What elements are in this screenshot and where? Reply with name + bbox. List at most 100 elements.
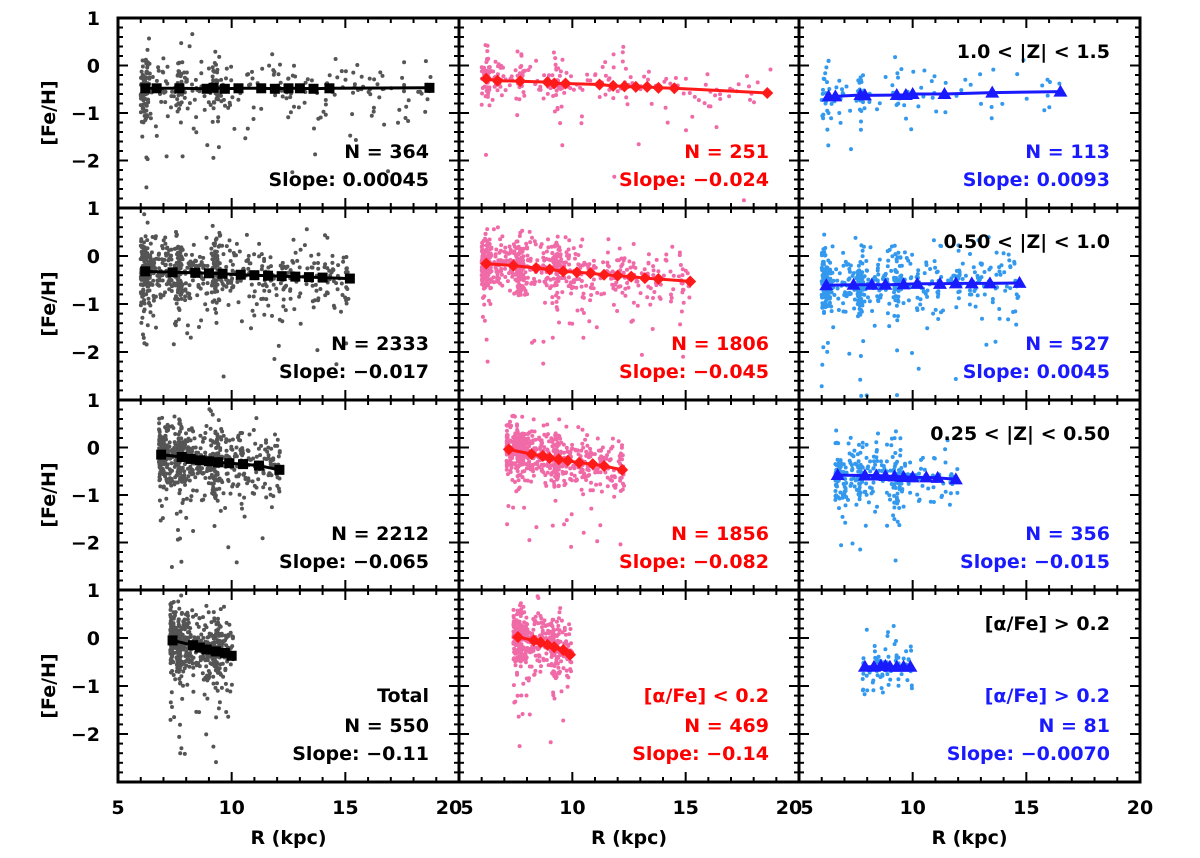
scatter-point xyxy=(328,273,333,278)
scatter-point xyxy=(915,272,920,276)
scatter-point xyxy=(544,249,549,254)
binned-marker xyxy=(896,469,911,482)
scatter-point xyxy=(598,458,603,463)
scatter-point xyxy=(154,78,159,83)
binned-marker xyxy=(638,272,651,285)
scatter-point xyxy=(377,95,382,100)
scatter-point xyxy=(871,480,876,485)
scatter-point xyxy=(145,289,150,293)
scatter-point xyxy=(214,445,219,450)
scatter-point xyxy=(212,478,217,483)
scatter-point xyxy=(227,238,232,243)
scatter-point xyxy=(850,273,855,278)
scatter-point xyxy=(547,73,551,78)
binned-marker xyxy=(570,266,583,279)
scatter-point xyxy=(901,504,906,509)
binned-marker xyxy=(557,265,570,278)
scatter-point xyxy=(221,491,226,496)
scatter-point xyxy=(234,445,239,450)
scatter-point xyxy=(184,70,189,75)
scatter-point xyxy=(210,119,215,124)
scatter-point xyxy=(673,76,678,80)
scatter-point xyxy=(323,102,328,107)
scatter-point xyxy=(905,472,910,477)
scatter-point xyxy=(934,109,939,114)
scatter-point xyxy=(499,243,504,248)
scatter-point xyxy=(899,481,904,486)
scatter-point xyxy=(822,309,826,314)
scatter-point xyxy=(517,97,522,102)
scatter-point xyxy=(203,302,208,307)
scatter-point xyxy=(165,422,170,427)
scatter-point xyxy=(899,67,904,72)
scatter-point xyxy=(266,456,271,460)
scatter-point xyxy=(1014,292,1019,297)
scatter-point xyxy=(635,279,640,284)
scatter-point xyxy=(157,434,162,439)
scatter-point xyxy=(862,106,867,111)
scatter-point xyxy=(848,108,853,113)
scatter-point xyxy=(214,320,219,325)
scatter-point xyxy=(821,116,826,121)
z-range-label: 0.50 < |Z| < 1.0 xyxy=(944,231,1111,253)
scatter-point xyxy=(552,109,557,114)
binned-marker xyxy=(830,468,845,481)
scatter-point xyxy=(201,255,206,260)
scatter-point xyxy=(865,268,869,273)
scatter-point xyxy=(252,313,257,318)
scatter-point xyxy=(482,302,487,307)
scatter-point xyxy=(971,265,976,270)
scatter-point xyxy=(211,482,215,487)
slope-label: Slope: 0.0045 xyxy=(963,361,1110,383)
scatter-point xyxy=(652,290,657,294)
scatter-point xyxy=(564,279,569,284)
scatter-point xyxy=(580,427,585,432)
scatter-point xyxy=(230,268,235,273)
scatter-point xyxy=(330,253,335,258)
scatter-point xyxy=(557,320,561,325)
scatter-point xyxy=(154,325,158,330)
scatter-point xyxy=(926,486,931,491)
scatter-point xyxy=(857,497,862,502)
scatter-point xyxy=(556,275,561,280)
scatter-point xyxy=(515,424,519,428)
scatter-point xyxy=(230,484,235,489)
scatter-point xyxy=(847,276,852,281)
scatter-point xyxy=(896,294,901,299)
scatter-point xyxy=(543,280,548,285)
scatter-point xyxy=(562,260,566,265)
scatter-point xyxy=(887,247,892,252)
scatter-point xyxy=(680,287,685,292)
scatter-point xyxy=(157,478,162,483)
scatter-point xyxy=(205,307,210,312)
binned-marker xyxy=(491,74,504,87)
scatter-point xyxy=(184,496,189,501)
scatter-point xyxy=(162,443,167,448)
scatter-point xyxy=(893,486,898,490)
scatter-point xyxy=(330,267,335,272)
scatter-point xyxy=(497,250,502,255)
scatter-point xyxy=(540,440,545,445)
scatter-point xyxy=(829,290,834,295)
scatter-point xyxy=(165,462,170,467)
scatter-point xyxy=(316,116,321,121)
scatter-point xyxy=(835,286,840,291)
scatter-point xyxy=(261,485,266,490)
scatter-point xyxy=(968,252,972,256)
scatter-point xyxy=(503,88,508,93)
scatter-point xyxy=(621,481,625,486)
scatter-point xyxy=(147,301,151,306)
scatter-point xyxy=(521,276,526,281)
scatter-point xyxy=(146,253,151,258)
scatter-point xyxy=(893,451,898,455)
scatter-point xyxy=(339,281,344,286)
scatter-point xyxy=(528,64,533,69)
scatter-point xyxy=(508,455,512,460)
scatter-point xyxy=(480,314,485,319)
scatter-point xyxy=(864,481,869,486)
scatter-point xyxy=(869,491,874,496)
scatter-point xyxy=(563,235,568,240)
scatter-point xyxy=(485,49,490,54)
scatter-point xyxy=(196,450,201,455)
binned-marker xyxy=(543,451,556,464)
